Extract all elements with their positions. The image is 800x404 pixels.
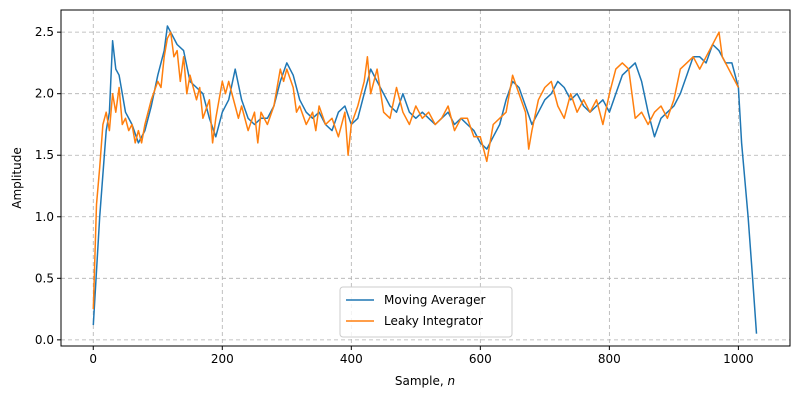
y-tick-label: 1.5: [35, 148, 54, 162]
series-line-moving-averager: [92, 25, 758, 334]
y-tick-label: 0.0: [35, 333, 54, 347]
y-tick-label: 0.5: [35, 271, 54, 285]
x-tick-label: 200: [211, 352, 234, 366]
x-tick-label: 800: [598, 352, 621, 366]
legend: Moving Averager Leaky Integrator: [339, 286, 513, 338]
legend-box: [339, 286, 513, 338]
x-axis-label-variable: n: [448, 374, 456, 388]
x-axis-label: Sample, n: [395, 374, 455, 388]
x-tick-label: 1000: [723, 352, 754, 366]
legend-label-moving-averager: Moving Averager: [384, 293, 485, 307]
legend-label-leaky-integrator: Leaky Integrator: [384, 314, 483, 328]
x-tick-label: 400: [340, 352, 363, 366]
y-axis-label: Amplitude: [10, 147, 24, 209]
series-line-leaky-integrator: [92, 31, 740, 310]
x-axis-label-text: Sample,: [395, 374, 448, 388]
y-tick-label: 2.0: [35, 87, 54, 101]
y-tick-label: 2.5: [35, 25, 54, 39]
plot-frame: [60, 9, 791, 347]
x-tick-label: 0: [89, 352, 97, 366]
y-tick-label: 1.0: [35, 210, 54, 224]
x-tick-label: 600: [469, 352, 492, 366]
